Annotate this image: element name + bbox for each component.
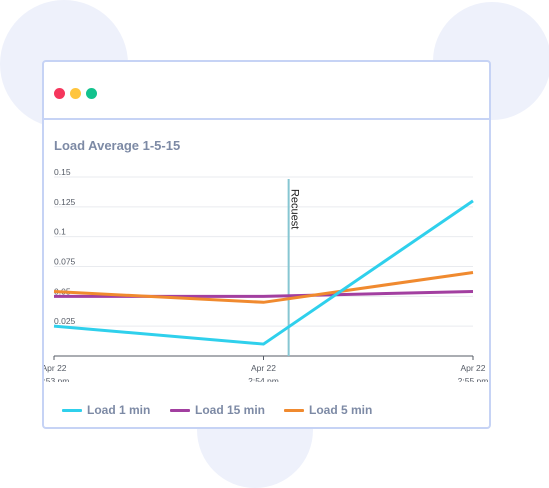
close-button[interactable] [54, 88, 65, 99]
y-tick-label: 0.15 [54, 167, 71, 177]
series-line [53, 270, 474, 304]
y-tick-label: 0.075 [54, 257, 76, 267]
legend-swatch [170, 409, 190, 412]
legend-label: Load 1 min [87, 403, 151, 417]
legend-label: Load 15 min [195, 403, 266, 417]
y-tick-label: 0.125 [54, 197, 76, 207]
x-tick-label: Apr 22 [251, 363, 276, 373]
y-tick-label: 0.025 [54, 316, 76, 326]
minimize-button[interactable] [70, 88, 81, 99]
legend-label: Load 5 min [309, 403, 373, 417]
chart-title: Load Average 1-5-15 [54, 138, 181, 153]
series-line [53, 199, 474, 346]
x-tick-label: 2:55 pm [458, 376, 489, 382]
x-tick-label: 2:54 pm [248, 376, 279, 382]
annotation-label: Recuest [289, 189, 301, 229]
x-tick-label: 2:53 pm [44, 376, 69, 382]
legend-swatch [62, 409, 82, 412]
window-titlebar [44, 62, 489, 120]
maximize-button[interactable] [86, 88, 97, 99]
legend-swatch [284, 409, 304, 412]
x-tick-label: Apr 22 [44, 363, 67, 373]
app-window: Load Average 1-5-15 0.15 0.125 0.1 0.075 0.0… [42, 60, 491, 429]
y-tick-label: 0.1 [54, 227, 66, 237]
x-tick-label: Apr 22 [460, 363, 485, 373]
